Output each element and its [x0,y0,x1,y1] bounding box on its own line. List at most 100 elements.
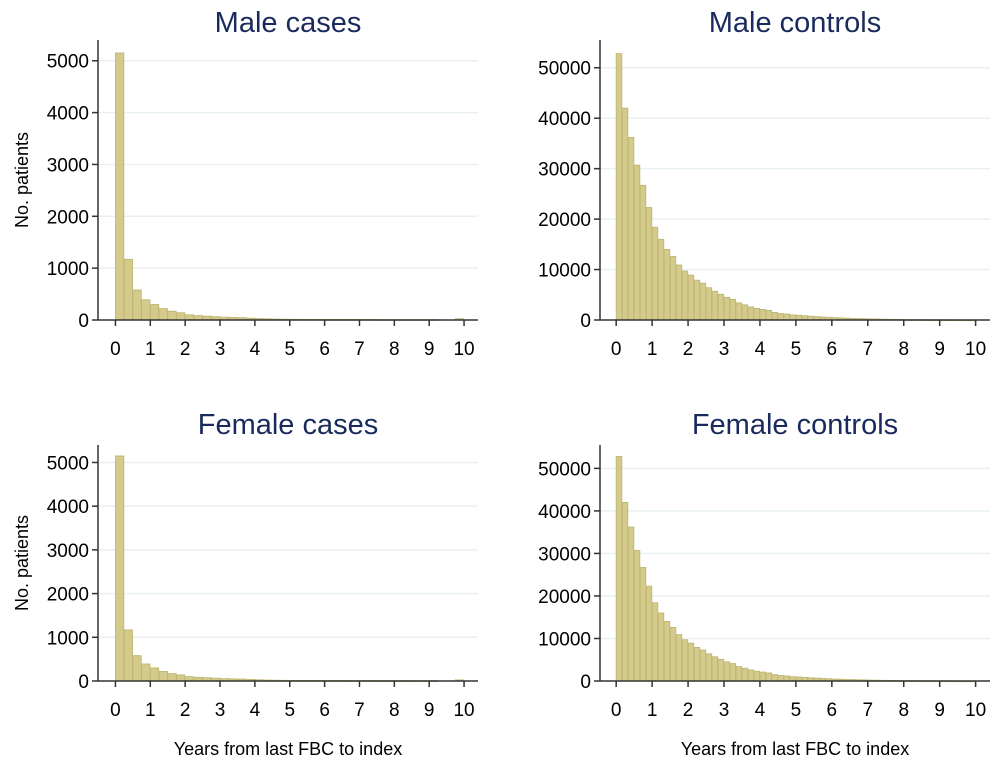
x-tick-label: 1 [647,700,658,721]
y-tick-label: 2000 [47,207,89,228]
x-tick-label: 10 [453,339,474,360]
histogram-bar [735,666,743,682]
y-tick-label: 1000 [47,259,89,280]
histogram-bar [693,279,701,321]
histogram-bar [669,627,677,682]
x-tick-label: 6 [319,700,330,721]
y-tick-label: 4000 [47,497,89,518]
histogram-bar [711,656,719,682]
histogram-bar [699,282,707,321]
x-tick-label: 10 [965,339,986,360]
histogram-bar [711,290,719,321]
x-tick-label: 3 [719,339,730,360]
x-tick-label: 0 [110,700,121,721]
histogram-bar [158,308,168,321]
x-tick-label: 5 [284,700,295,721]
histogram-bar [615,456,623,682]
histogram-bar [753,307,761,321]
x-tick-label: 6 [827,700,838,721]
y-tick-label: 30000 [538,544,591,565]
panel-title: Male cases [215,7,362,39]
histogram-bar [729,663,737,682]
histogram-bar [723,296,731,321]
x-tick-label: 2 [180,339,191,360]
histogram-bar [681,639,689,682]
histogram-bar [705,287,713,321]
histogram-bar [167,310,177,321]
histogram-bar [771,312,779,321]
x-tick-label: 4 [250,700,261,721]
x-tick-label: 5 [284,339,295,360]
y-tick-label: 0 [78,311,89,332]
histogram-bar [149,667,160,682]
y-tick-label: 3000 [47,541,89,562]
x-tick-label: 4 [755,339,766,360]
histogram-bar [735,302,743,321]
x-tick-label: 0 [611,700,622,721]
histogram-bar [621,107,629,321]
histogram-bar [123,258,133,321]
panel-title: Male controls [709,7,881,39]
histogram-bar [627,526,635,682]
x-tick-label: 5 [791,339,802,360]
histogram-bar [675,634,683,682]
histogram-bar [783,675,791,682]
histogram-bar [651,226,659,321]
histogram-bar [765,672,773,682]
histogram-bar [777,313,785,321]
x-tick-label: 9 [424,339,435,360]
x-tick-label: 4 [250,339,261,360]
y-tick-label: 5000 [47,52,89,73]
histogram-bar [717,293,725,321]
panel-title: Female cases [198,409,379,441]
histogram-bar [693,647,701,682]
x-tick-label: 1 [145,700,156,721]
y-axis-label: No. patients [12,515,32,611]
histogram-bar [699,649,707,682]
x-tick-label: 9 [934,700,945,721]
x-axis-label: Years from last FBC to index [681,739,909,759]
histogram-bar [627,136,635,321]
histogram-bar [759,671,767,682]
histogram-bar [115,52,125,321]
histogram-bar [639,184,647,321]
histogram-bar [167,673,177,682]
histogram-bar [747,306,755,321]
x-tick-label: 0 [110,339,121,360]
x-tick-label: 7 [862,339,873,360]
histogram-bar [675,264,683,321]
y-tick-label: 20000 [538,210,591,231]
histogram-bar [705,653,713,682]
x-tick-label: 6 [827,339,838,360]
histogram-bar [717,658,725,682]
x-tick-label: 6 [319,339,330,360]
x-tick-label: 8 [389,700,400,721]
x-tick-label: 4 [755,700,766,721]
histogram-bar [645,585,653,682]
x-tick-label: 0 [611,339,622,360]
histogram-bar [753,670,761,682]
histogram-bar [663,621,671,682]
histogram-bar [184,314,194,321]
histogram-bar [765,310,773,321]
histogram-bar [669,256,677,321]
histogram-bar [723,661,731,682]
y-axis-label: No. patients [12,132,32,228]
histogram-bar [687,642,695,682]
x-tick-label: 1 [647,339,658,360]
y-tick-label: 0 [580,311,591,332]
histogram-bar [141,663,151,682]
histogram-bar [759,309,767,321]
histogram-bar [681,270,689,321]
y-tick-label: 10000 [538,261,591,282]
x-tick-label: 7 [354,700,365,721]
x-tick-label: 2 [683,339,694,360]
y-tick-label: 3000 [47,155,89,176]
histogram-bar [741,667,749,682]
x-tick-label: 3 [215,700,226,721]
y-tick-label: 40000 [538,502,591,523]
y-tick-label: 40000 [538,109,591,130]
histogram-bar [123,629,133,682]
histogram-bar [633,164,641,321]
